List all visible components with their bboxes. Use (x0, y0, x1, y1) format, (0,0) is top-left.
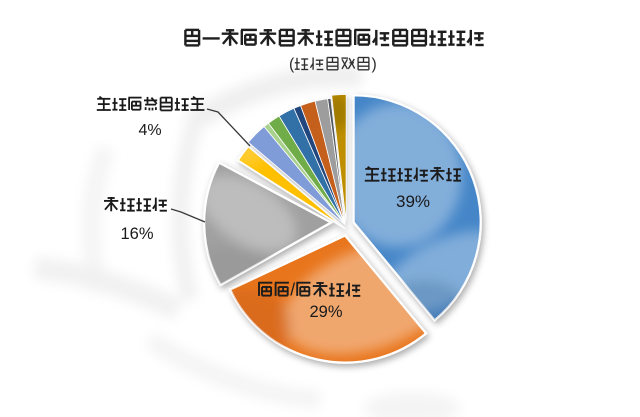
svg-text:): ) (372, 56, 377, 73)
svg-text:39%: 39% (396, 192, 430, 211)
svg-text:/: / (290, 279, 295, 299)
svg-text:29%: 29% (309, 303, 342, 321)
svg-text:16%: 16% (120, 225, 153, 243)
svg-text:4%: 4% (138, 122, 161, 139)
svg-text:(: ( (289, 56, 295, 73)
